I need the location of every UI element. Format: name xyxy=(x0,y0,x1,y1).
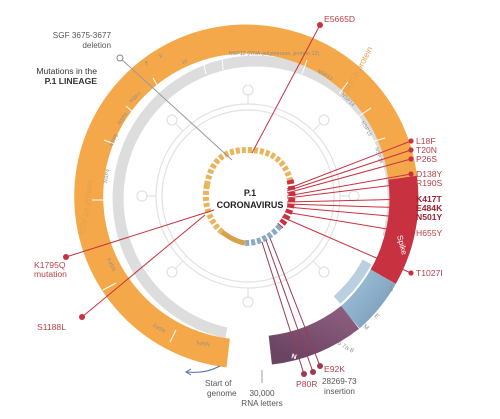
orf1-arc xyxy=(74,24,417,368)
nsp12-label: NSP12 (RNA-polymerase, protein 12) xyxy=(229,51,320,57)
nsp16-label: NSP16 xyxy=(373,147,384,165)
m-label: M xyxy=(362,324,370,332)
label-e92k: E92K xyxy=(324,364,345,374)
nsp-number-9: 9 xyxy=(159,53,164,60)
callout-lines xyxy=(65,24,412,375)
label-h655y: H655Y xyxy=(416,228,443,238)
n-label: N xyxy=(290,353,297,361)
e-label: E xyxy=(373,313,380,320)
arrow-head-icon xyxy=(185,368,192,376)
rna-count: 30,000 xyxy=(249,389,274,398)
orf3a-label: 3a xyxy=(386,285,394,293)
label-k1795q: K1795Q xyxy=(34,260,66,270)
label-t20n: T20N xyxy=(416,145,437,155)
deletion-label: SGF 3675-3677 xyxy=(53,31,112,40)
spike-arc xyxy=(370,175,419,284)
genome-direction-arrow xyxy=(186,365,221,373)
center-title: P.1 xyxy=(244,188,256,198)
label-insertion-line2: insertion xyxy=(324,387,355,396)
deletion-dot xyxy=(116,54,124,62)
rna-count-label: RNA letters xyxy=(241,399,282,408)
label-n501y: N501Y xyxy=(416,212,443,222)
inner-band-blue xyxy=(333,259,372,304)
virus-outline xyxy=(136,84,360,308)
nsp1-label: NSP1 xyxy=(196,339,211,347)
label-e484k: E484K xyxy=(416,203,443,213)
accessory-arc xyxy=(340,269,396,329)
genome-ring xyxy=(74,24,419,368)
callout-dots xyxy=(63,22,414,377)
center-subtitle: CORONAVIRUS xyxy=(217,200,284,210)
orf678b-label: 6 7a 8 xyxy=(336,341,355,355)
genome-start-sublabel: genome xyxy=(207,389,237,398)
nsp5-label: NSP5 xyxy=(108,133,120,148)
genome-start-label: Start of xyxy=(205,379,232,388)
deletion-sublabel: deletion xyxy=(82,41,111,50)
label-k1795q-sub: mutation xyxy=(34,269,67,279)
segment-ticks xyxy=(92,55,386,343)
nsp-number-10: 10 xyxy=(181,59,188,66)
label-p26s: P26S xyxy=(416,154,437,164)
nsp4-label: NSP4 xyxy=(103,169,111,184)
label-insertion-line1: 28269-73 xyxy=(322,377,357,386)
nsp3-label: NSP3 xyxy=(107,257,118,272)
lineage-title: P.1 LINEAGE xyxy=(45,76,98,86)
label-t1027i: T1027I xyxy=(416,268,443,278)
label-r190s: R190S xyxy=(416,178,443,188)
label-k417t: K417T xyxy=(416,194,443,204)
label-d138y: D138Y xyxy=(416,169,443,179)
label-l18f: L18F xyxy=(416,136,436,146)
nsp-number-8: 8 xyxy=(144,60,149,67)
label-p80r: P80R xyxy=(296,379,318,389)
label-s1188l: S1188L xyxy=(37,322,66,332)
n-protein-arc xyxy=(268,305,360,365)
lineage-label: Mutations in the xyxy=(36,66,97,76)
label-e5665d: E5665D xyxy=(324,14,355,24)
